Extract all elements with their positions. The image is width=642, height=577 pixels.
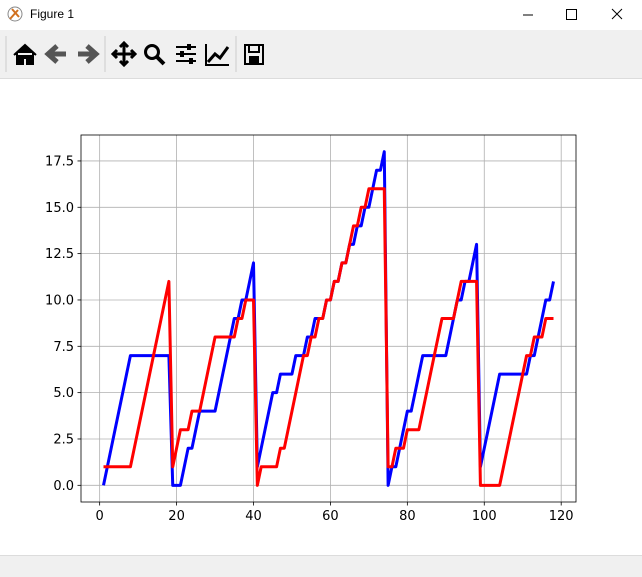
toolbar <box>0 30 642 79</box>
maximize-button[interactable] <box>550 0 595 30</box>
x-tick-label: 120 <box>549 509 574 524</box>
app-icon <box>7 6 23 22</box>
x-tick-label: 20 <box>168 509 185 524</box>
y-tick-label: 17.5 <box>45 154 74 169</box>
close-button[interactable] <box>595 0 642 30</box>
y-tick-label: 5.0 <box>53 386 74 401</box>
home-button[interactable] <box>13 43 37 65</box>
status-bar <box>0 555 642 577</box>
x-tick-label: 100 <box>472 509 497 524</box>
x-tick-label: 0 <box>96 509 104 524</box>
y-tick-label: 12.5 <box>45 247 74 262</box>
y-tick-label: 2.5 <box>53 432 74 447</box>
figure: 0 20 40 60 80 100 120 0.0 2.5 5.0 7.5 10.0 12.5 15.0 1… <box>45 134 577 524</box>
y-tick-label: 0.0 <box>53 479 74 494</box>
toolbar-icons <box>5 36 264 72</box>
axes-button[interactable] <box>205 44 230 66</box>
zoom-button[interactable] <box>144 44 166 66</box>
minimize-button[interactable] <box>505 0 550 30</box>
x-tick-label: 80 <box>399 509 416 524</box>
save-button[interactable] <box>244 44 264 65</box>
title-bar: Figure 1 <box>0 0 642 30</box>
title-icons <box>7 0 642 30</box>
window-title: Figure 1 <box>30 7 75 21</box>
axes-frame <box>80 134 577 503</box>
x-tick-label: 60 <box>322 509 339 524</box>
configure-button[interactable] <box>176 44 196 64</box>
back-button[interactable] <box>44 44 66 64</box>
y-tick-label: 15.0 <box>45 201 74 216</box>
x-tick-label: 40 <box>245 509 262 524</box>
pan-button[interactable] <box>110 40 138 68</box>
y-tick-label: 10.0 <box>45 293 74 308</box>
forward-button[interactable] <box>78 44 100 64</box>
data-line <box>103 187 554 487</box>
y-tick-label: 7.5 <box>53 340 74 355</box>
